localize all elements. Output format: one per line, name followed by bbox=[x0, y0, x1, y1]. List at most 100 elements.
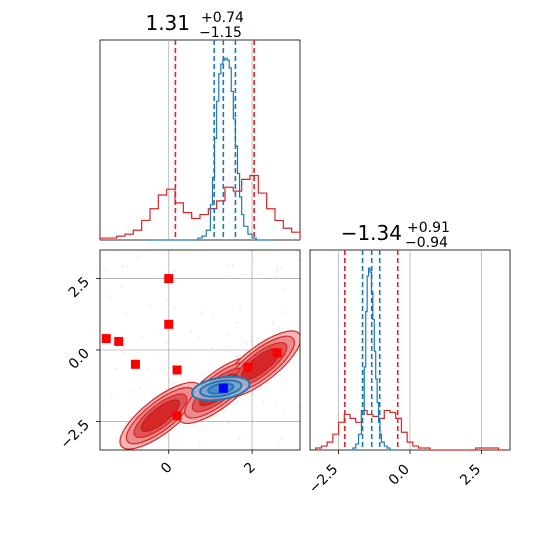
sample-dot bbox=[253, 259, 256, 262]
histogram-blue-top-left bbox=[147, 57, 273, 241]
y-tick-label: 2.5 bbox=[66, 274, 93, 301]
x-tick-label: 2 bbox=[241, 460, 259, 478]
contours bbox=[119, 330, 300, 450]
red-square-point bbox=[101, 334, 111, 344]
sample-dot bbox=[212, 313, 214, 316]
sample-dot bbox=[136, 255, 139, 258]
x-tick-label: 0 bbox=[158, 460, 176, 478]
red-square-point bbox=[172, 411, 182, 421]
title-sub-top-left: −1.15 bbox=[199, 25, 242, 41]
red-square-point bbox=[164, 274, 174, 284]
sample-dot bbox=[114, 367, 117, 370]
sample-dot bbox=[123, 346, 126, 349]
sample-dot bbox=[121, 285, 124, 288]
sample-dot bbox=[298, 405, 300, 407]
red-square-points bbox=[101, 274, 282, 421]
sample-dot bbox=[258, 273, 260, 276]
sample-dot bbox=[225, 345, 228, 348]
sample-dot bbox=[121, 265, 123, 268]
sample-dot bbox=[251, 394, 254, 396]
quantile-lines-bottom-right bbox=[344, 250, 399, 450]
sample-dot bbox=[225, 274, 228, 277]
sample-dot bbox=[262, 400, 265, 403]
sample-dot bbox=[282, 409, 285, 411]
red-square-point bbox=[164, 319, 174, 329]
sample-dot bbox=[236, 321, 238, 324]
x-tick-label: 0.0 bbox=[386, 462, 413, 489]
panel-top-left: 1.31 +0.74 −1.15 bbox=[99, 10, 301, 241]
sample-dot bbox=[226, 264, 229, 267]
title-value-bottom-right: −1.34 bbox=[341, 221, 402, 245]
sample-dot bbox=[109, 295, 112, 298]
sample-dot bbox=[281, 267, 284, 270]
axes-frame bbox=[99, 39, 301, 241]
sample-dot bbox=[190, 330, 193, 333]
grid-top-left bbox=[168, 40, 253, 240]
histogram-step-line bbox=[350, 267, 396, 451]
sample-dot bbox=[276, 267, 278, 270]
red-square-point bbox=[114, 336, 124, 346]
sample-dot bbox=[225, 420, 228, 423]
histogram-red-bottom-right bbox=[315, 409, 505, 451]
sample-dot bbox=[138, 386, 141, 389]
sample-dot bbox=[146, 368, 148, 370]
histogram-red-top-left bbox=[99, 174, 301, 240]
sample-dot bbox=[238, 438, 241, 441]
sample-dot bbox=[277, 441, 280, 444]
sample-dot bbox=[283, 287, 286, 290]
sample-dot bbox=[101, 399, 103, 402]
sample-dot bbox=[129, 389, 132, 392]
sample-dot bbox=[244, 342, 247, 345]
x-tick-label: 2.5 bbox=[457, 462, 484, 489]
sample-dot bbox=[244, 273, 247, 276]
sample-dot bbox=[271, 322, 274, 324]
red-contour-level bbox=[140, 399, 181, 432]
sample-dot bbox=[140, 336, 143, 339]
sample-dot bbox=[296, 250, 298, 253]
sample-dot bbox=[266, 382, 269, 385]
sample-dot bbox=[126, 264, 129, 267]
sample-dot bbox=[250, 340, 252, 343]
sample-dot bbox=[200, 311, 202, 314]
sample-dot bbox=[276, 270, 278, 273]
sample-dot bbox=[227, 333, 230, 336]
sample-dot bbox=[125, 311, 128, 314]
title-sup-bottom-right: +0.91 bbox=[407, 220, 450, 236]
y-tick-label: 0.0 bbox=[66, 346, 93, 373]
histogram-step-line bbox=[99, 174, 301, 240]
y-tick-label: −2.5 bbox=[57, 417, 92, 452]
sample-dot bbox=[172, 380, 174, 383]
blue-marker-point bbox=[218, 383, 228, 393]
sample-dot bbox=[198, 442, 201, 445]
sample-dot bbox=[239, 306, 242, 309]
sample-dot bbox=[275, 402, 278, 404]
sample-dot bbox=[275, 276, 278, 279]
red-square-point bbox=[130, 359, 140, 369]
sample-dot bbox=[283, 311, 286, 314]
sample-dot bbox=[280, 438, 283, 440]
sample-dot bbox=[231, 264, 234, 267]
sample-dot bbox=[148, 303, 151, 306]
title-value-top-left: 1.31 bbox=[145, 11, 190, 35]
sample-dot bbox=[173, 382, 176, 384]
sample-dot bbox=[228, 422, 230, 424]
sample-dot bbox=[173, 270, 176, 273]
red-square-point bbox=[272, 348, 282, 358]
x-tick-label: −2.5 bbox=[306, 462, 341, 497]
sample-dot bbox=[165, 342, 168, 345]
histogram-step-line bbox=[147, 57, 273, 241]
sample-dot bbox=[122, 351, 125, 354]
histogram-step-line bbox=[315, 409, 505, 451]
sample-dot bbox=[165, 370, 168, 373]
sample-dot bbox=[236, 401, 239, 404]
title-sup-top-left: +0.74 bbox=[201, 10, 244, 26]
sample-dot bbox=[235, 355, 238, 358]
grid-bottom-right bbox=[338, 250, 482, 450]
sample-dot bbox=[110, 394, 113, 397]
panel-bottom-right: −2.5 0.0 2.5 −1.34 +0.91 −0.94 bbox=[306, 220, 511, 497]
ticks-bottom-right: −2.5 0.0 2.5 bbox=[306, 450, 484, 497]
sample-dot bbox=[297, 258, 300, 261]
quantile-lines-top-left bbox=[174, 40, 255, 240]
